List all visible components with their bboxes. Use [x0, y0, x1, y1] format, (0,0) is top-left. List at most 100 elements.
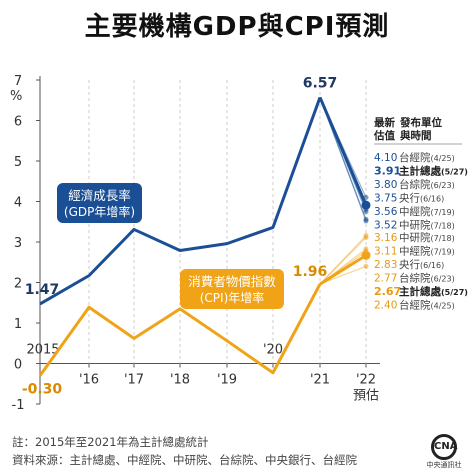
forecast-org-name: 台綜院 — [399, 178, 431, 191]
gdp-forecast-org: 中經院(7/19) — [399, 205, 455, 218]
x-tick-label: '17 — [124, 373, 144, 388]
cpi-start-label: -0.30 — [22, 382, 63, 398]
x-tick-label: '22 — [356, 373, 376, 388]
gdp-legend-box — [57, 183, 142, 223]
x-tick-label: '19 — [217, 373, 237, 388]
cpi-forecast-point — [363, 235, 369, 241]
y-tick-label: 2 — [14, 277, 22, 292]
cpi-forecast-org: 中研院(7/18) — [399, 231, 455, 244]
gdp-forecast-point — [361, 200, 371, 210]
forecast-org-date: (4/25) — [431, 154, 455, 163]
gdp-forecast-org: 中研院(7/18) — [399, 219, 455, 232]
cpi-forecast-org: 主計總處(5/27) — [399, 285, 468, 298]
y-unit-label: % — [10, 89, 22, 104]
forecast-org-name: 台經院 — [399, 299, 431, 312]
gdp-forecast-value: 4.10 — [374, 152, 397, 164]
cpi-peak-label: 1.96 — [293, 264, 328, 280]
forecast-org-name: 台經院 — [399, 151, 431, 164]
forecast-header-col1: 最新 — [374, 116, 395, 129]
cpi-forecast-value: 2.77 — [374, 273, 397, 285]
gdp-forecast-line — [319, 97, 367, 222]
logo-text: 中央通訊社 — [426, 461, 462, 469]
forecast-org-date: (6/23) — [431, 275, 455, 284]
forecast-org-name: 央行 — [399, 258, 420, 271]
forecast-org-name: 中研院 — [399, 231, 431, 244]
x-tick-label: 2015 — [26, 343, 59, 358]
gdp-forecast-org: 央行(6/16) — [399, 192, 444, 205]
gdp-forecast-org: 主計總處(5/27) — [399, 165, 468, 178]
forecast-org-date: (6/23) — [431, 181, 455, 190]
forecast-org-date: (7/19) — [431, 208, 455, 217]
cpi-line — [38, 283, 322, 377]
gdp-line — [39, 96, 322, 306]
gdp-forecast-line — [319, 97, 367, 220]
chart-title: 主要機構GDP與CPI預測 — [84, 12, 390, 42]
gdp-forecast-org: 台經院(4/25) — [399, 151, 455, 164]
forecast-header-col1-2: 估值 — [373, 129, 395, 142]
cpi-forecast-org: 台經院(4/25) — [399, 299, 455, 312]
gdp-peak-label: 6.57 — [303, 75, 338, 91]
x-sub-label: 預估 — [353, 389, 379, 404]
y-tick-label: 1 — [14, 317, 22, 332]
cpi-forecast-line — [319, 235, 367, 285]
forecast-org-date: (4/25) — [431, 302, 455, 311]
x-tick-label: '16 — [79, 373, 99, 388]
gdp-forecast-line — [319, 97, 367, 212]
series-labels: 1.47 6.57 -0.30 1.96 經濟成長率(GDP年增率) 消費者物價指數(CP… — [22, 75, 337, 397]
cpi-legend-name: 消費者物價指數 — [188, 274, 276, 289]
gdp-legend-name: 經濟成長率 — [68, 188, 131, 203]
y-tick-label: 6 — [14, 115, 22, 130]
y-tick-label: 4 — [14, 196, 22, 211]
cpi-legend-box — [180, 269, 284, 309]
gdp-start-label: 1.47 — [25, 282, 60, 298]
gdp-forecast-value: 3.91 — [374, 165, 401, 178]
forecast-header-col2: 發布單位 — [399, 116, 442, 129]
forecast-org-name: 台綜院 — [399, 272, 431, 285]
gdp-forecast-value: 3.52 — [374, 220, 397, 232]
forecast-org-name: 主計總處 — [399, 165, 441, 178]
forecast-org-date: (7/19) — [431, 248, 455, 257]
cpi-forecast-value: 2.67 — [374, 285, 401, 298]
y-axis: -1 0 1 2 3 4 5 6 7% — [10, 74, 41, 413]
forecast-org-name: 中經院 — [399, 245, 431, 258]
cpi-forecast-org: 中經院(7/19) — [399, 245, 455, 258]
forecast-org-name: 主計總處 — [399, 285, 441, 298]
cpi-forecast-line — [319, 237, 367, 285]
gdp-forecast-value: 3.56 — [374, 206, 398, 218]
cpi-forecast-value: 2.40 — [374, 300, 397, 312]
x-tick-label: '20 — [263, 343, 283, 358]
forecast-org-date: (7/18) — [431, 234, 455, 243]
forecast-org-date: (7/18) — [431, 222, 455, 231]
forecast-header-col2-2: 與時間 — [400, 129, 432, 142]
gdp-forecast-value: 3.80 — [374, 179, 397, 191]
x-tick-label: '18 — [170, 373, 190, 388]
cpi-forecast-point — [363, 263, 369, 269]
gdp-forecast-value: 3.75 — [374, 193, 397, 205]
y-tick-label: -1 — [12, 398, 25, 413]
gdp-forecast-org: 台綜院(6/23) — [399, 178, 455, 191]
cpi-forecast-value: 3.11 — [374, 246, 397, 258]
cpi-forecast-org: 台綜院(6/23) — [399, 272, 455, 285]
y-tick-label: 7 — [14, 74, 22, 89]
y-tick-label: 5 — [14, 155, 22, 170]
cpi-forecast-line — [319, 265, 367, 285]
forecast-org-date: (6/16) — [420, 195, 444, 204]
cpi-legend-subname: (CPI)年增率 — [200, 290, 265, 305]
forecast-org-date: (6/16) — [420, 261, 444, 270]
forecast-org-date: (5/27) — [441, 288, 468, 297]
forecast-org-name: 中經院 — [399, 205, 431, 218]
grid-lines — [40, 80, 380, 364]
gdp-forecast-point — [363, 218, 369, 224]
series-lines — [38, 96, 371, 377]
cpi-forecast-point — [361, 250, 371, 260]
x-tick-label: '21 — [310, 373, 330, 388]
cna-logo: CNA 中央通訊社 — [418, 434, 470, 470]
forecast-org-name: 央行 — [399, 192, 420, 205]
footer-source: 資料來源：主計總處、中經院、中研院、台綜院、中央銀行、台經院 — [12, 453, 357, 467]
gdp-legend-subname: (GDP年增率) — [64, 204, 135, 219]
cpi-forecast-line — [319, 254, 367, 286]
y-tick-label: 0 — [14, 358, 22, 373]
